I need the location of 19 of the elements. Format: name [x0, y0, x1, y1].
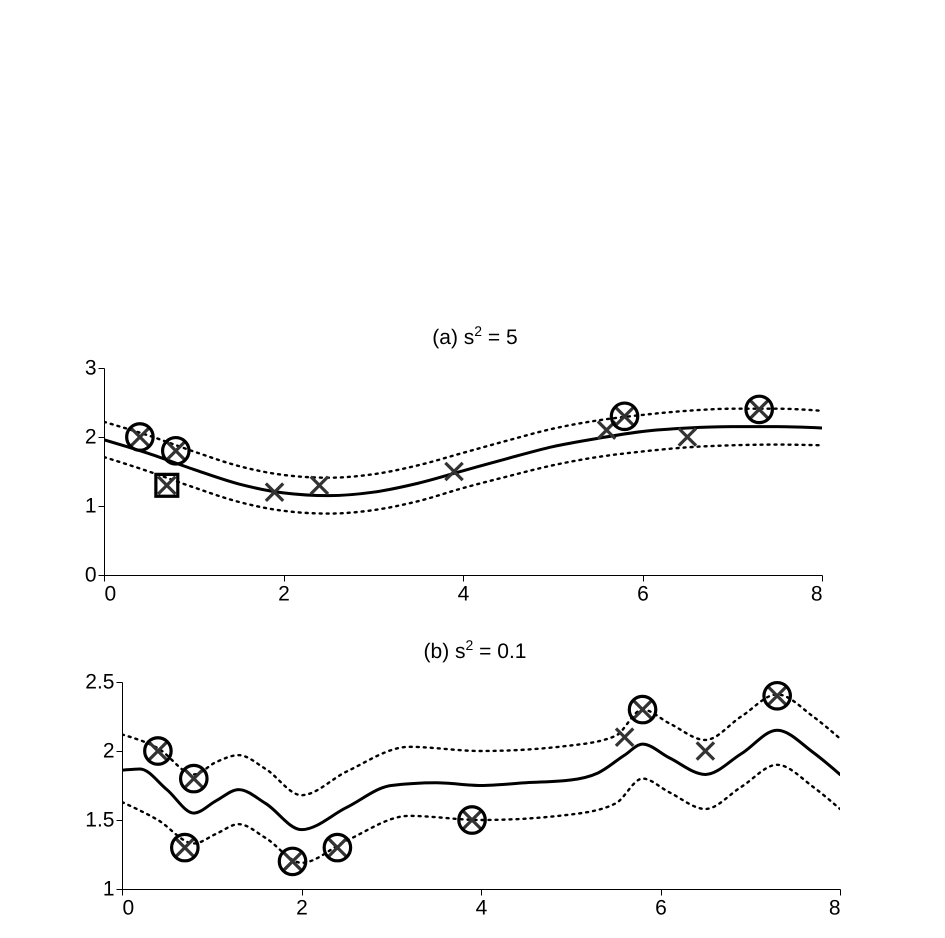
chart-title: (a) s$^{2}$ = 5 [431, 322, 519, 351]
x-tick-label: 8 [828, 896, 840, 920]
y-tick-label: 1 [84, 494, 96, 518]
y-tick-label: 2.5 [85, 670, 114, 694]
y-tick-label: 2 [102, 740, 114, 762]
x-tick-label: 2 [296, 896, 308, 920]
y-tick-label: 3 [84, 356, 96, 380]
x-tick-label: 2 [278, 582, 290, 606]
x-tick-label: 6 [655, 896, 667, 920]
x-tick-label: 4 [458, 582, 470, 606]
y-tick-label: 0 [84, 564, 96, 586]
y-tick-label: 1 [102, 878, 114, 900]
y-tick-label: 2 [84, 426, 96, 448]
x-tick-label: 6 [637, 582, 649, 606]
y-tick-label: 1.5 [85, 808, 114, 832]
x-tick-label: 8 [810, 582, 822, 606]
x-tick-label: 0 [122, 896, 134, 920]
chart-title: (b) s$^{2}$ = 0.1 [422, 636, 528, 665]
x-tick-label: 4 [476, 896, 488, 920]
